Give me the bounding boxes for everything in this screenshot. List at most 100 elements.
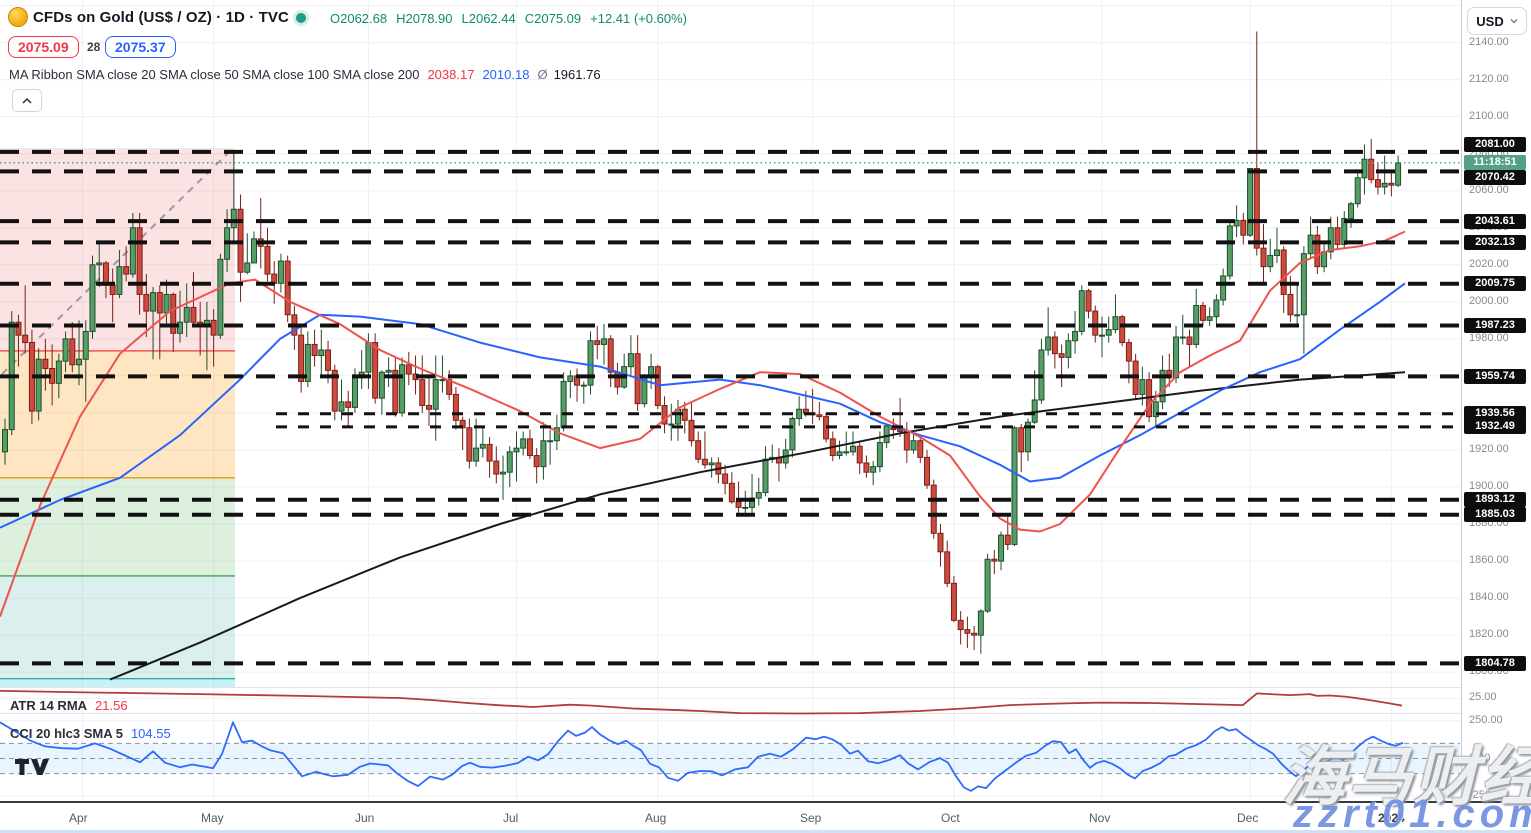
candle-body bbox=[452, 393, 459, 421]
time-scale[interactable]: Apr May Jun Jul Aug Sep Oct Nov Dec 2024 bbox=[0, 801, 1531, 833]
candle-body bbox=[1226, 225, 1233, 277]
candle-body bbox=[520, 438, 527, 449]
candle-body bbox=[553, 427, 560, 442]
sma20-line bbox=[0, 230, 1406, 617]
spread-value: 28 bbox=[87, 40, 101, 54]
month-label[interactable]: Nov bbox=[1089, 811, 1111, 825]
candle-body bbox=[1354, 177, 1361, 205]
level-price-label: 2009.75 bbox=[1464, 276, 1526, 291]
level-price-label: 1885.03 bbox=[1464, 507, 1526, 522]
candle-body bbox=[1233, 219, 1240, 227]
candle-body bbox=[62, 338, 69, 362]
trendline[interactable] bbox=[1, 147, 234, 375]
candle-body bbox=[136, 227, 143, 295]
sell-button[interactable]: 2075.09 bbox=[8, 36, 79, 58]
candle-body bbox=[89, 264, 96, 332]
candle-body bbox=[1287, 293, 1294, 316]
candle-body bbox=[600, 338, 607, 345]
month-label[interactable]: Sep bbox=[800, 811, 822, 825]
candle-body bbox=[500, 471, 507, 475]
candle-body bbox=[338, 401, 345, 412]
candle-body bbox=[1051, 336, 1058, 355]
symbol-title[interactable]: CFDs on Gold (US$ / OZ) · 1D · TVC bbox=[33, 9, 289, 26]
candle-body bbox=[755, 492, 762, 499]
candle-body bbox=[1058, 353, 1065, 358]
candle-body bbox=[722, 473, 729, 484]
zone-band bbox=[0, 477, 235, 576]
level-price-label: 1987.23 bbox=[1464, 318, 1526, 333]
candle-body bbox=[950, 582, 957, 621]
candle-body bbox=[944, 551, 951, 584]
candle-body bbox=[1220, 275, 1227, 301]
buy-button[interactable]: 2075.37 bbox=[105, 36, 176, 58]
price-tick: 1920.00 bbox=[1469, 443, 1509, 455]
level-price-label: 2043.61 bbox=[1464, 214, 1526, 229]
candle-body bbox=[540, 440, 547, 468]
level-price-label: 1939.56 bbox=[1464, 406, 1526, 421]
candle-body bbox=[35, 358, 42, 412]
candle-body bbox=[419, 379, 426, 407]
collapse-legend-button[interactable] bbox=[12, 89, 42, 112]
candle-body bbox=[143, 293, 150, 312]
month-label[interactable]: May bbox=[201, 811, 224, 825]
candle-body bbox=[971, 632, 978, 636]
candle-body bbox=[661, 405, 668, 425]
price-tick: 2120.00 bbox=[1469, 73, 1509, 85]
candle-body bbox=[1159, 369, 1166, 403]
price-tick: 1900.00 bbox=[1469, 480, 1509, 492]
currency-label: USD bbox=[1476, 13, 1504, 29]
year-label[interactable]: 2024 bbox=[1378, 811, 1405, 825]
month-label[interactable]: Jun bbox=[355, 811, 375, 825]
candle-body bbox=[580, 384, 587, 387]
level-price-label: 1932.49 bbox=[1464, 419, 1526, 434]
candle-body bbox=[1004, 534, 1011, 545]
candle-body bbox=[129, 227, 136, 275]
candle-body bbox=[728, 482, 735, 503]
candle-body bbox=[1395, 162, 1402, 186]
candle-body bbox=[1247, 168, 1254, 236]
market-status-icon[interactable] bbox=[296, 13, 306, 23]
sma100-null-symbol: Ø bbox=[537, 67, 548, 82]
candle-body bbox=[910, 440, 917, 451]
currency-selector[interactable]: USD bbox=[1467, 7, 1527, 35]
price-tick: 1860.00 bbox=[1469, 554, 1509, 566]
candle-body bbox=[1314, 234, 1321, 268]
ma-ribbon-legend[interactable]: MA Ribbon SMA close 20 SMA close 50 SMA … bbox=[9, 67, 601, 82]
candle-body bbox=[917, 440, 924, 458]
price-scale[interactable]: 2140.002120.002100.002080.002060.002040.… bbox=[1461, 0, 1531, 801]
candle-body bbox=[486, 443, 493, 462]
atr-value: 21.56 bbox=[95, 698, 128, 713]
level-price-label: 1893.12 bbox=[1464, 492, 1526, 507]
month-label[interactable]: Aug bbox=[645, 811, 667, 825]
candle-body bbox=[325, 349, 332, 371]
candle-body bbox=[1253, 168, 1260, 249]
candle-body bbox=[1098, 334, 1105, 337]
cci-legend[interactable]: CCI 20 hlc3 SMA 5 104.55 bbox=[10, 726, 171, 741]
month-label[interactable]: Jul bbox=[503, 811, 519, 825]
candle-body bbox=[1092, 310, 1099, 336]
candle-body bbox=[116, 266, 123, 295]
candle-body bbox=[473, 447, 480, 462]
candle-body bbox=[816, 414, 823, 418]
month-label[interactable]: Dec bbox=[1237, 811, 1259, 825]
month-label[interactable]: Oct bbox=[941, 811, 960, 825]
candle-body bbox=[123, 266, 130, 275]
candle-body bbox=[708, 462, 715, 466]
candle-body bbox=[957, 619, 964, 631]
tradingview-logo[interactable] bbox=[14, 757, 52, 777]
atr-legend[interactable]: ATR 14 RMA 21.56 bbox=[10, 698, 128, 713]
candle-body bbox=[304, 343, 311, 382]
sma20-value: 2038.17 bbox=[427, 67, 475, 82]
candle-body bbox=[991, 558, 998, 562]
candle-body bbox=[1139, 379, 1146, 395]
sma200-value: 1961.76 bbox=[553, 67, 601, 82]
candle-body bbox=[547, 440, 554, 443]
candle-body bbox=[1119, 316, 1126, 344]
candle-body bbox=[69, 338, 76, 366]
candle-body bbox=[230, 208, 237, 229]
level-price-label: 2032.13 bbox=[1464, 235, 1526, 250]
candle-body bbox=[22, 334, 29, 344]
price-tick: 1840.00 bbox=[1469, 591, 1509, 603]
month-label[interactable]: Apr bbox=[69, 811, 88, 825]
